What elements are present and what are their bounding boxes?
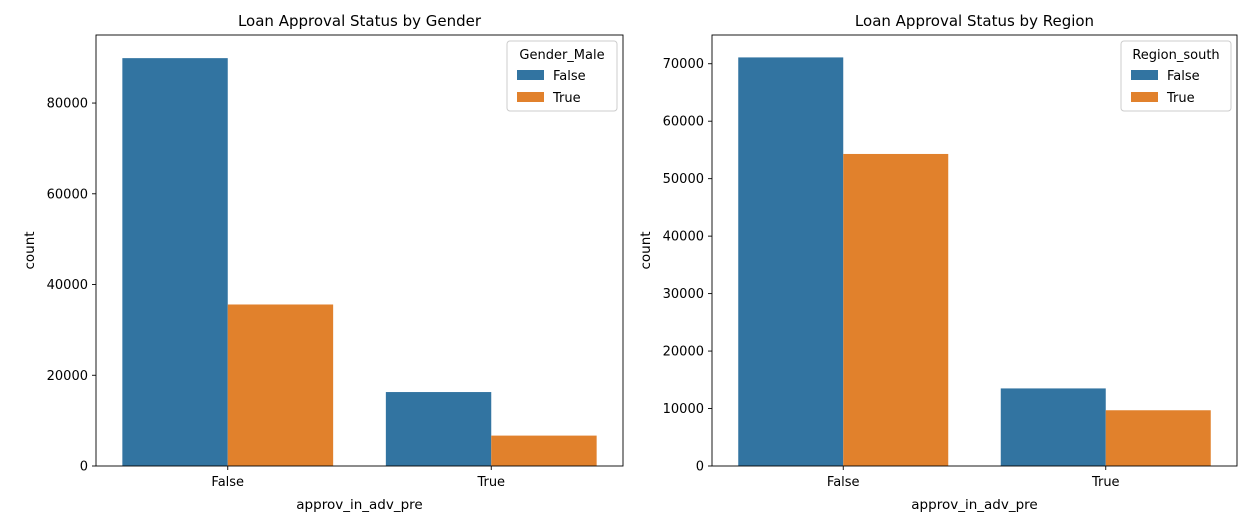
chart-1: Loan Approval Status by Gender 0 20000 4000… bbox=[22, 12, 624, 513]
y-tick-label: 10000 bbox=[663, 402, 704, 417]
bar-true-true bbox=[1105, 410, 1211, 466]
chart-title: Loan Approval Status by Region bbox=[855, 12, 1094, 30]
chart-2: Loan Approval Status by Region 0 10000 2000… bbox=[638, 12, 1238, 513]
x-tick-label: False bbox=[211, 475, 244, 490]
x-tick-label: True bbox=[1091, 475, 1120, 490]
chart-title: Loan Approval Status by Gender bbox=[238, 12, 482, 30]
y-tick-label: 20000 bbox=[663, 345, 704, 360]
axes-frame bbox=[711, 34, 1238, 467]
bar-true-false bbox=[227, 304, 334, 466]
bar-false-true bbox=[1000, 388, 1106, 466]
legend-label-true: True bbox=[1166, 91, 1195, 106]
x-tick-label: False bbox=[827, 475, 860, 490]
y-tick-label: 40000 bbox=[47, 278, 88, 293]
y-tick-label: 20000 bbox=[47, 369, 88, 384]
legend-swatch-true bbox=[517, 92, 544, 102]
legend-label-true: True bbox=[552, 91, 581, 106]
y-tick-label: 0 bbox=[80, 460, 88, 475]
y-axis-label: count bbox=[22, 231, 38, 269]
axes-frame bbox=[95, 34, 624, 467]
legend-title: Region_south bbox=[1132, 48, 1219, 63]
legend: Region_south False True bbox=[1120, 40, 1232, 112]
y-tick-label: 70000 bbox=[663, 57, 704, 72]
legend-label-false: False bbox=[1167, 69, 1200, 84]
x-axis-label: approv_in_adv_pre bbox=[911, 497, 1037, 513]
legend-label-false: False bbox=[553, 69, 586, 84]
bar-true-true bbox=[491, 435, 597, 466]
y-tick-label: 40000 bbox=[663, 230, 704, 245]
x-tick-label: True bbox=[476, 475, 505, 490]
legend-swatch-false bbox=[517, 70, 544, 80]
y-axis-label: count bbox=[638, 231, 654, 269]
y-tick-label: 80000 bbox=[47, 97, 88, 112]
y-tick-label: 60000 bbox=[663, 115, 704, 130]
x-axis-label: approv_in_adv_pre bbox=[296, 497, 422, 513]
legend-swatch-true bbox=[1131, 92, 1158, 102]
y-tick-label: 60000 bbox=[47, 187, 88, 202]
legend-swatch-false bbox=[1131, 70, 1158, 80]
y-tick-label: 0 bbox=[696, 460, 704, 475]
bar-true-false bbox=[843, 153, 949, 466]
bar-false-false bbox=[122, 58, 228, 467]
y-tick-label: 50000 bbox=[663, 172, 704, 187]
legend: Gender_Male False True bbox=[506, 40, 618, 112]
bar-false-false bbox=[738, 57, 844, 467]
legend-title: Gender_Male bbox=[519, 48, 604, 63]
y-tick-label: 30000 bbox=[663, 287, 704, 302]
bar-false-true bbox=[385, 392, 492, 466]
